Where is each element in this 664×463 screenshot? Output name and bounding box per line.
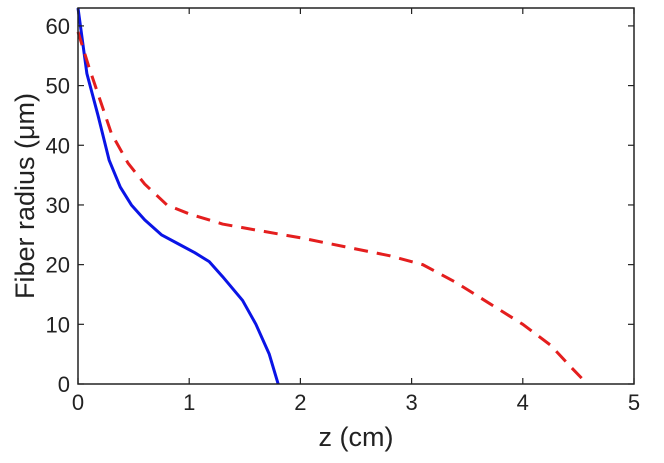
y-tick-label: 40 <box>46 133 70 158</box>
y-tick-label: 30 <box>46 193 70 218</box>
y-tick-label: 10 <box>46 312 70 337</box>
y-tick-label: 0 <box>58 372 70 397</box>
plot-area <box>78 8 634 384</box>
x-axis-label: z (cm) <box>319 422 394 452</box>
x-tick-label: 3 <box>405 390 417 415</box>
x-tick-label: 5 <box>628 390 640 415</box>
y-axis-label: Fiber radius (μm) <box>10 93 40 299</box>
series-line-solid <box>76 7 280 385</box>
x-tick-label: 1 <box>183 390 195 415</box>
x-tick-label: 4 <box>517 390 529 415</box>
y-tick-label: 20 <box>46 253 70 278</box>
x-tick-label: 0 <box>72 390 84 415</box>
series-layer <box>76 7 589 386</box>
y-tick-label: 50 <box>46 74 70 99</box>
y-tick-label: 60 <box>46 14 70 39</box>
x-tick-label: 2 <box>294 390 306 415</box>
plot-frame <box>77 7 635 385</box>
